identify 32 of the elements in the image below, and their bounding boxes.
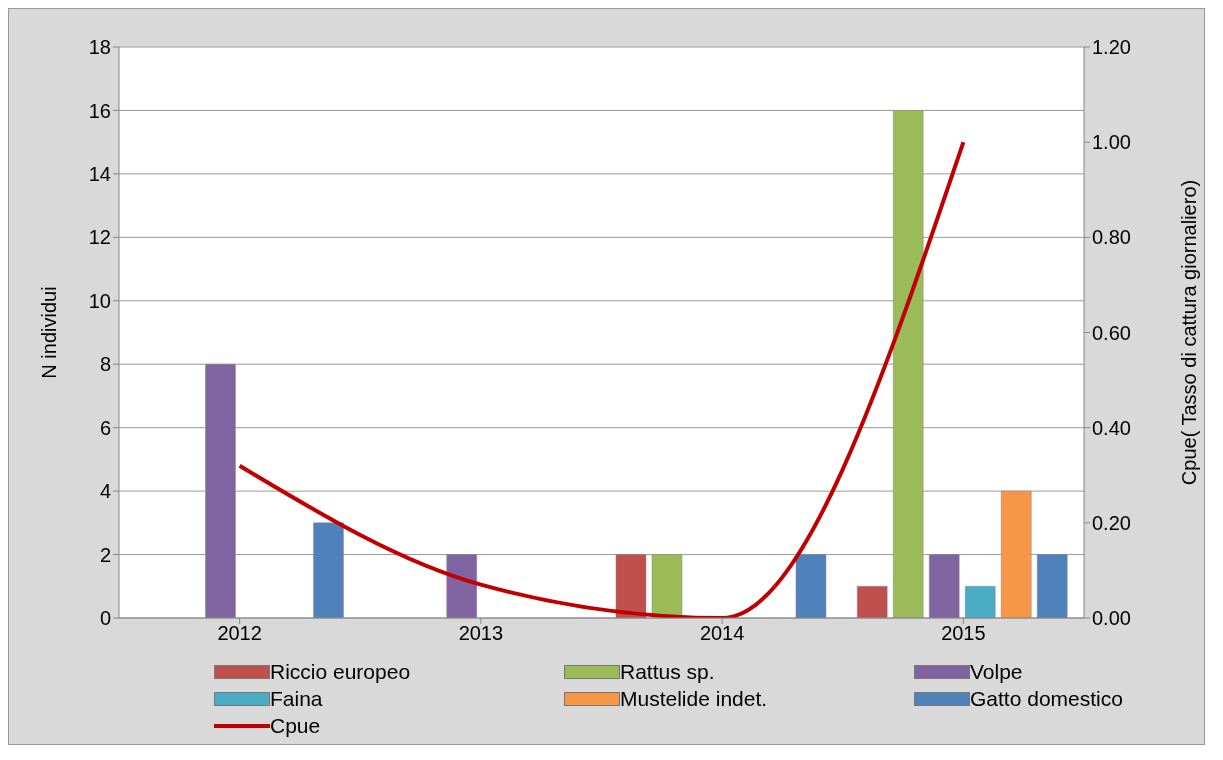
y-tick-label: 0 [99, 607, 111, 630]
y-tick-label: 10 [88, 289, 111, 312]
legend-label: Riccio europeo [270, 659, 411, 685]
y2-tick-label: 0.60 [1092, 321, 1131, 344]
x-tick-label: 2012 [217, 622, 262, 645]
y-tick-label: 4 [99, 480, 111, 503]
y-tick-label: 12 [88, 226, 111, 249]
y2-axis-title: Cpue( Tasso di cattura giornaliero) [1178, 179, 1201, 486]
legend-label: Volpe [970, 659, 1023, 685]
bar [651, 554, 683, 618]
y2-tick-label: 0.40 [1092, 416, 1131, 439]
line-series [237, 140, 966, 618]
y-tick-label: 2 [99, 543, 111, 566]
y-tick-label: 18 [88, 36, 111, 59]
x-tick-label: 2013 [458, 622, 504, 645]
y2-tick-label: 1.20 [1092, 36, 1131, 59]
x-tick-label: 2015 [941, 622, 986, 645]
y2-tick-label: 0.80 [1092, 226, 1131, 249]
y-tick-label: 6 [99, 416, 111, 439]
x-tick-label: 2014 [699, 622, 745, 645]
legend-label: Rattus sp. [620, 659, 715, 685]
y-tick-label: 14 [88, 162, 111, 185]
legend-label: Mustelide indet. [620, 686, 768, 712]
y2-tick-label: 0.00 [1092, 607, 1131, 630]
legend-label: Cpue [270, 713, 321, 739]
y-tick-label: 8 [99, 353, 111, 376]
y2-tick-label: 0.20 [1092, 511, 1131, 534]
y-tick-label: 16 [88, 99, 111, 122]
legend-label: Faina [270, 686, 323, 712]
legend-label: Gatto domestico [970, 686, 1123, 712]
y-axis-title: N individui [38, 286, 61, 379]
y2-tick-label: 1.00 [1092, 131, 1131, 154]
